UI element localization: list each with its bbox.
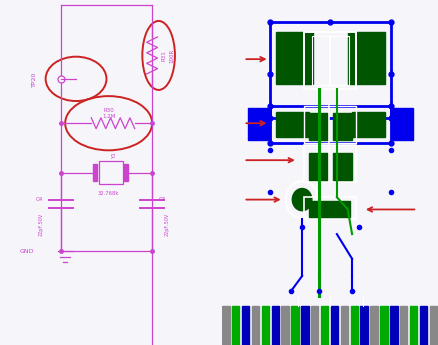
Bar: [350, 306, 357, 345]
Bar: [241, 306, 249, 345]
Bar: [304, 145, 356, 183]
Bar: [304, 32, 356, 89]
Bar: [308, 201, 349, 217]
Bar: [429, 306, 436, 345]
Bar: [409, 306, 417, 345]
Text: 1.2M: 1.2M: [102, 114, 115, 119]
Text: 100R: 100R: [169, 48, 174, 62]
Bar: [247, 108, 269, 140]
Bar: [291, 306, 298, 345]
Text: R30: R30: [103, 108, 114, 113]
Bar: [271, 306, 279, 345]
Bar: [222, 306, 229, 345]
Bar: [300, 306, 308, 345]
Bar: [332, 153, 351, 180]
Bar: [232, 306, 239, 345]
Bar: [308, 153, 328, 180]
Bar: [124, 164, 128, 181]
Bar: [347, 32, 384, 84]
Text: 22pF,50V: 22pF,50V: [164, 213, 170, 236]
Bar: [276, 112, 308, 137]
Bar: [370, 306, 377, 345]
Circle shape: [292, 188, 311, 211]
Text: GND: GND: [20, 249, 34, 254]
Text: Y1: Y1: [111, 152, 117, 159]
Bar: [261, 306, 268, 345]
Bar: [269, 106, 390, 143]
Bar: [304, 106, 356, 143]
Bar: [251, 306, 258, 345]
Bar: [390, 108, 412, 140]
Bar: [419, 306, 426, 345]
Bar: [320, 306, 328, 345]
Bar: [99, 161, 123, 184]
Text: C4: C4: [36, 197, 43, 202]
Text: TP20: TP20: [32, 71, 37, 87]
Bar: [311, 36, 348, 85]
Bar: [340, 306, 347, 345]
Bar: [379, 306, 387, 345]
Bar: [332, 114, 351, 140]
Bar: [304, 197, 356, 219]
Bar: [269, 22, 390, 118]
Bar: [93, 164, 97, 181]
Bar: [330, 306, 337, 345]
Bar: [389, 306, 397, 345]
Bar: [276, 32, 312, 84]
Bar: [360, 306, 367, 345]
Bar: [351, 112, 384, 137]
Text: C3: C3: [158, 197, 166, 202]
Bar: [311, 306, 318, 345]
Bar: [308, 114, 328, 140]
Text: 32.768k: 32.768k: [98, 191, 119, 196]
Text: R31: R31: [161, 50, 166, 61]
Bar: [281, 306, 288, 345]
Bar: [399, 306, 406, 345]
Text: 22pF,50V: 22pF,50V: [39, 213, 44, 236]
